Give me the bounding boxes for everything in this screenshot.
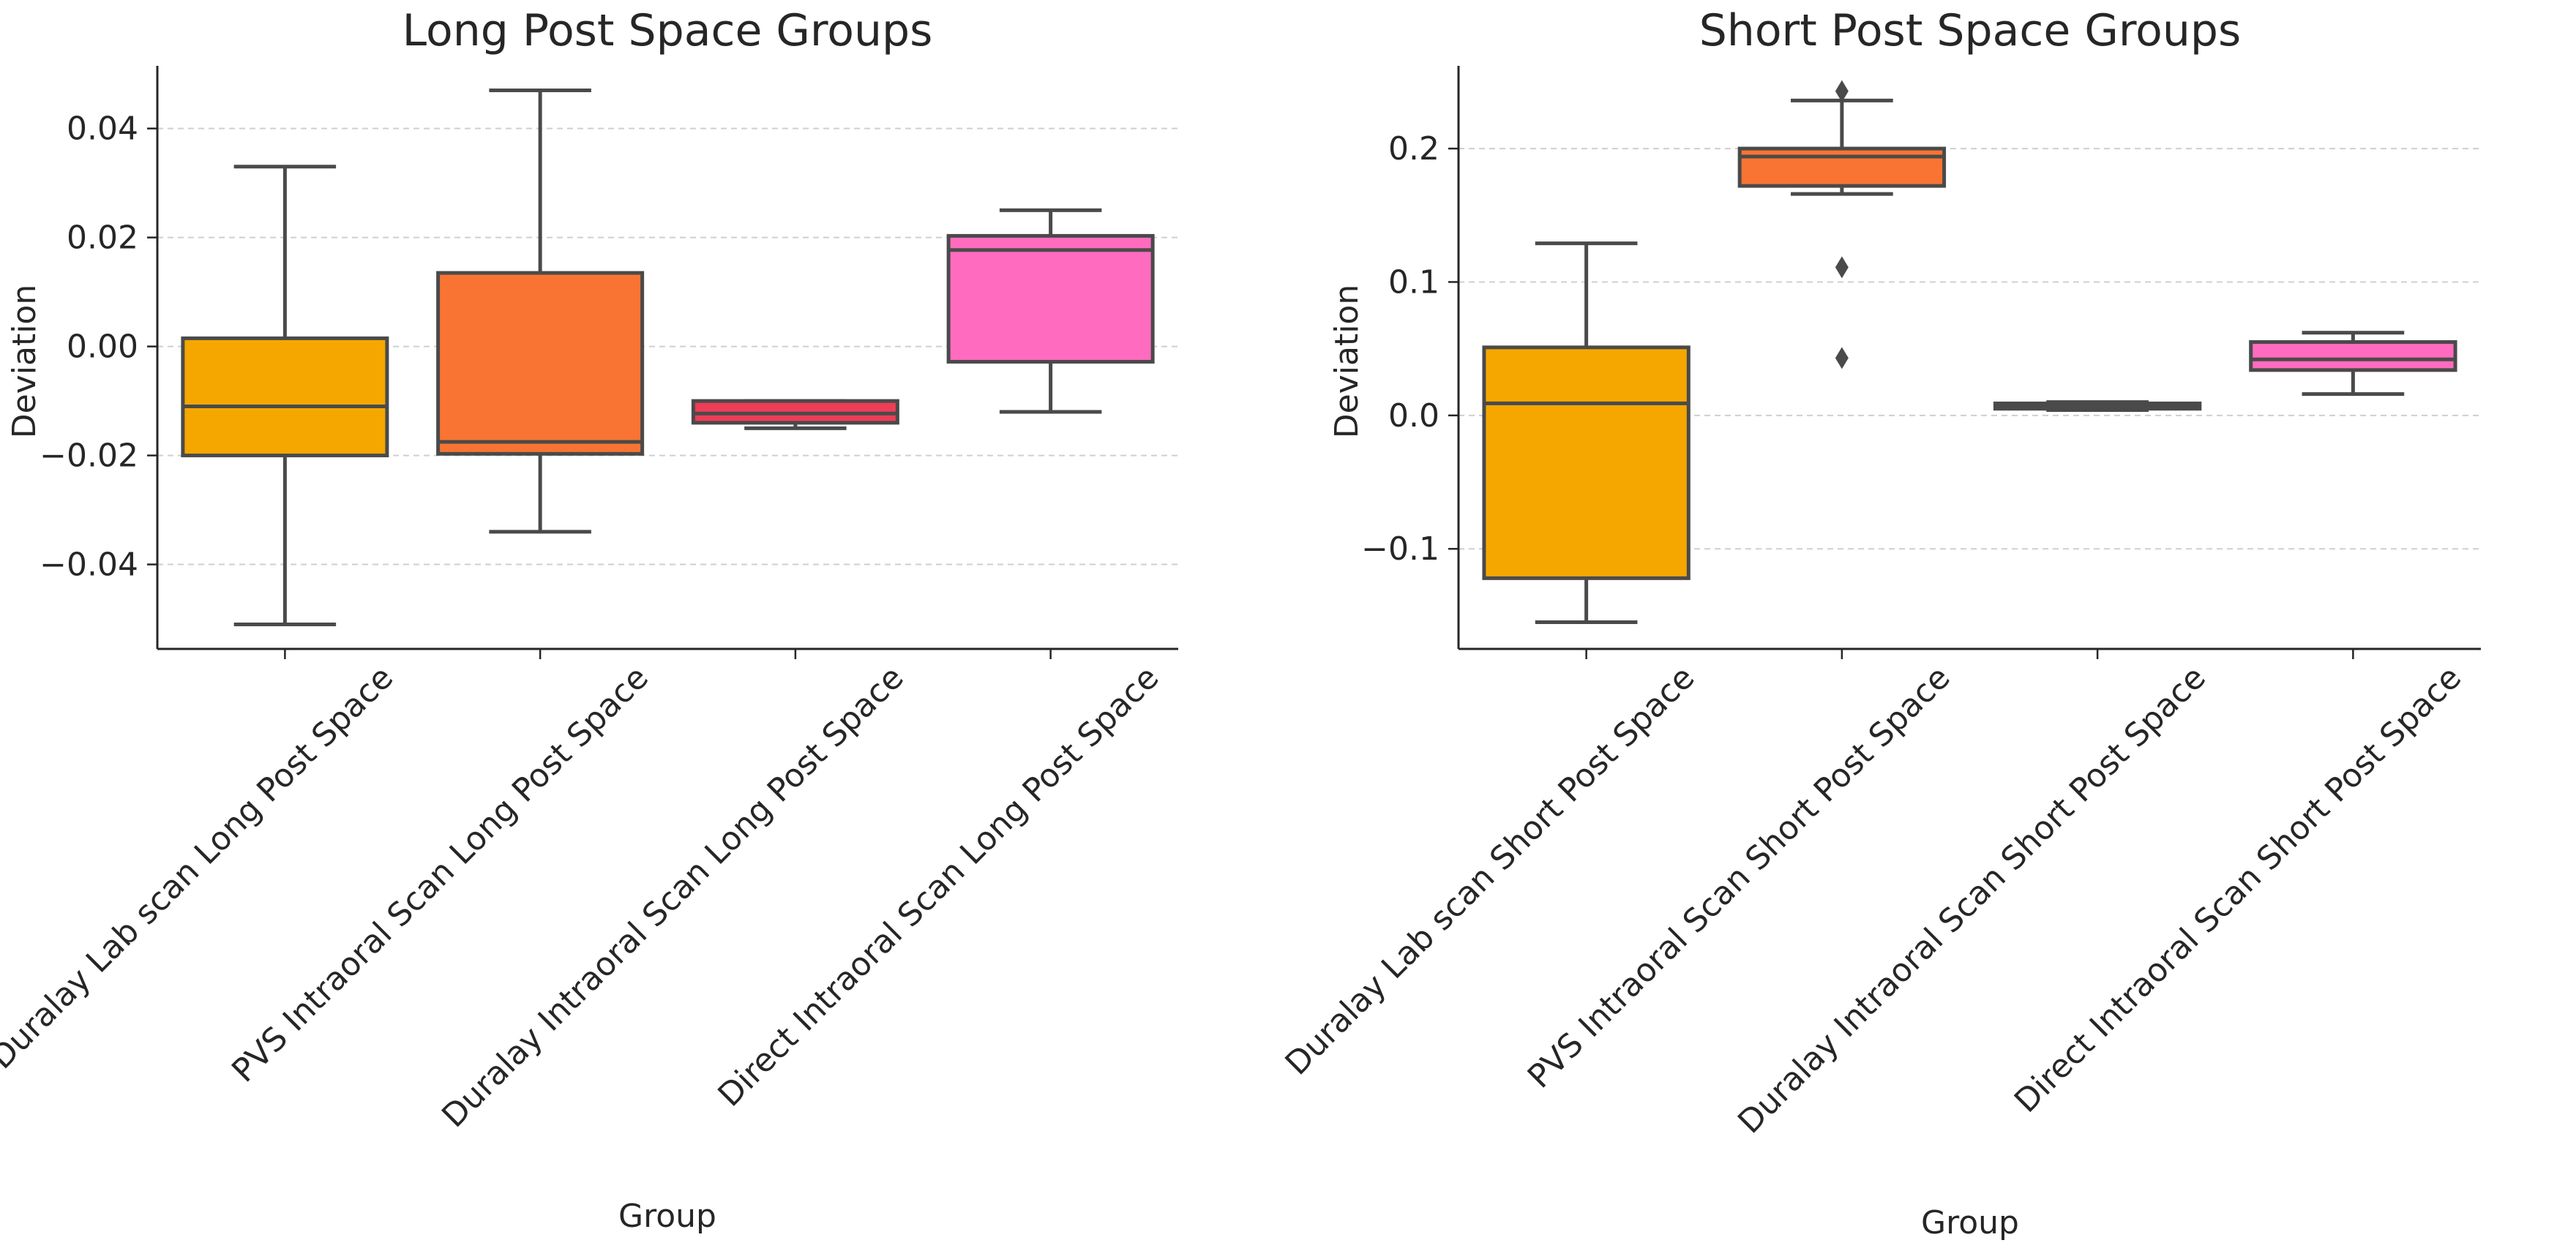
y-tick-label: 0.04	[67, 110, 138, 148]
axes	[156, 66, 1178, 650]
axes	[1457, 66, 2481, 650]
x-tick-label: Duralay Intraoral Scan Short Post Space	[1731, 659, 2213, 1141]
box-plots	[181, 89, 1155, 626]
y-tick-label: −0.02	[40, 437, 138, 475]
box-4	[2249, 331, 2457, 397]
box-3	[1993, 400, 2202, 413]
short-post-space-chart: Short Post Space Groups Group Deviation …	[1278, 5, 2481, 1241]
grid-lines	[1459, 148, 2481, 550]
outlier-marker	[1835, 80, 1849, 102]
x-tick-label: Direct Intraoral Scan Long Post Space	[711, 659, 1166, 1114]
outlier-marker	[1835, 256, 1849, 279]
long-post-space-chart: Long Post Space Groups Group Deviation −…	[0, 5, 1178, 1235]
box-3	[691, 399, 899, 430]
x-tick-label: Duralay Lab scan Short Post Space	[1278, 659, 1702, 1083]
chart-title: Short Post Space Groups	[1699, 5, 2242, 56]
y-tick-label: −0.04	[40, 546, 138, 584]
y-tick-label: 0.0	[1388, 397, 1439, 435]
y-tick-label: 0.02	[67, 219, 138, 257]
x-axis-label: Group	[618, 1198, 716, 1235]
y-tick-label: 0.2	[1388, 130, 1439, 168]
y-axis-label: Deviation	[1328, 285, 1366, 438]
box-2	[436, 89, 645, 534]
box-iqr	[946, 233, 1155, 364]
box-iqr	[181, 336, 389, 458]
x-axis-label: Group	[1921, 1204, 2019, 1241]
box-iqr	[1482, 345, 1690, 580]
chart-title: Long Post Space Groups	[402, 5, 933, 56]
outlier-marker	[1835, 347, 1849, 369]
y-tick-label: 0.00	[67, 328, 138, 366]
y-ticks: −0.1 0.0 0.1 0.2	[1361, 130, 1459, 568]
x-tick-label: Duralay Intraoral Scan Long Post Space	[435, 659, 910, 1135]
box-1	[1482, 241, 1690, 625]
y-ticks: −0.04 −0.02 0.00 0.02 0.04	[40, 110, 157, 584]
box-1	[181, 165, 389, 626]
y-tick-label: 0.1	[1388, 263, 1439, 301]
x-tick-label: Duralay Lab scan Long Post Space	[0, 659, 400, 1077]
y-tick-label: −0.1	[1361, 530, 1439, 568]
box-4	[946, 208, 1155, 414]
box-iqr	[436, 271, 645, 456]
x-tick-label: PVS Intraoral Scan Short Post Space	[1521, 659, 1958, 1096]
box-iqr	[2249, 340, 2457, 372]
x-tick-label: Direct Intraoral Scan Short Post Space	[2007, 659, 2468, 1120]
box-plots	[1482, 80, 2457, 625]
box-iqr	[1737, 146, 1947, 188]
y-axis-label: Deviation	[6, 285, 43, 438]
x-tick-label: PVS Intraoral Scan Long Post Space	[225, 659, 656, 1090]
box-2	[1737, 80, 1947, 369]
